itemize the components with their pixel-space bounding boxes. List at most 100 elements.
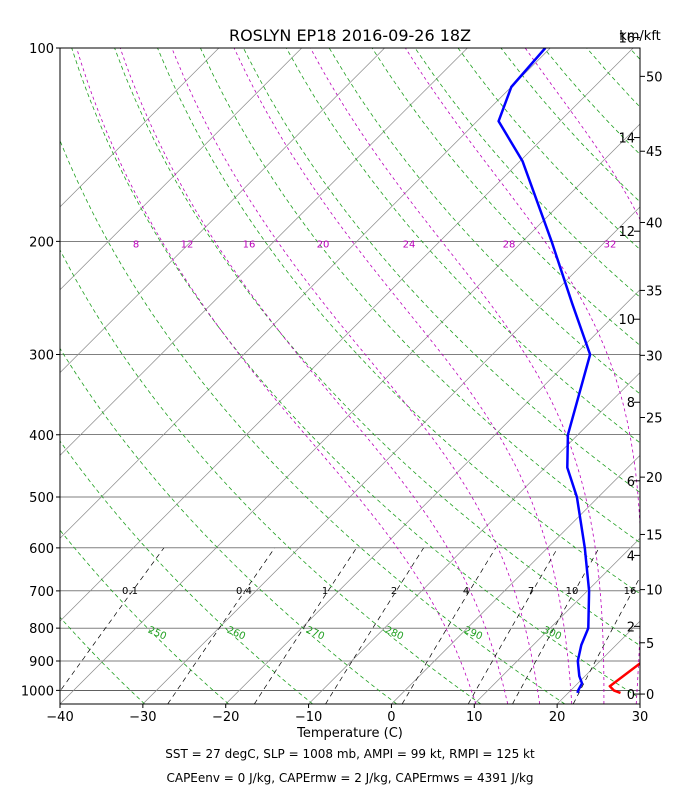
moist-adiabat-label: 8 [133,239,139,250]
temperature-tick-label: 10 [466,710,483,725]
dry-adiabat-line [285,48,640,444]
kft-tick-label: 45 [646,145,663,160]
pressure-tick-label: 700 [29,585,54,600]
temperature-tick-label: 0 [387,710,395,725]
temperature-tick-label: −30 [129,710,156,725]
dry-adiabat-line [60,139,566,704]
isotherm-line [60,48,385,374]
pressure-tick-label: 400 [29,429,54,444]
chart-title: ROSLYN EP18 2016-09-26 18Z [229,26,471,45]
temperature-tick-label: −40 [46,710,73,725]
km-tick-label: 2 [627,620,635,635]
dry-adiabat-label: 250 [146,625,168,643]
isotherm-line [225,289,640,704]
pressure-tick-label: 1000 [21,684,54,699]
background-lines [60,48,640,704]
moist-adiabat-line [310,48,605,704]
km-tick-label: 0 [627,688,635,703]
mixing-ratio-label: 4 [463,586,469,597]
mixing-ratio-label: 16 [624,586,637,597]
dry-adiabat-line [200,48,640,544]
dry-adiabat-line [243,48,640,493]
isotherm-line [60,123,640,704]
dry-adiabat-line [60,248,482,704]
mixing-ratio-label: 10 [566,586,579,597]
mixing-ratio-line [325,547,424,704]
moist-adiabat-label: 20 [317,239,330,250]
moist-adiabat-label: 28 [503,239,516,250]
mixing-ratio-line [572,576,640,704]
moist-adiabat-line [171,48,541,704]
isotherm-line [474,537,640,704]
temperature-tick-label: 30 [632,710,649,725]
dewpoint-profile-line [497,48,592,694]
dry-adiabat-label: 280 [383,625,405,643]
kft-tick-label: 0 [646,688,654,703]
pressure-tick-label: 900 [29,655,54,670]
pressure-tick-label: 100 [29,42,54,57]
km-tick-label: 14 [618,132,635,147]
kft-tick-label: 40 [646,216,663,231]
isotherm-line [308,372,640,704]
kft-tick-label: 50 [646,70,663,85]
mixing-ratio-line [167,547,275,704]
mixing-ratio-label: 1 [322,586,328,597]
plot-border [59,47,641,705]
mixing-ratio-label: 0.1 [122,586,138,597]
dry-adiabat-line [60,529,229,704]
dry-adiabat-label: 290 [462,625,484,643]
moist-adiabat-label: 12 [181,239,194,250]
mixing-ratio-line [60,547,165,692]
isotherm-line [60,48,302,291]
x-axis-label: Temperature (C) [296,726,403,741]
dry-adiabat-line [60,440,313,704]
mixing-ratio-line [254,547,357,704]
pressure-tick-label: 300 [29,348,54,363]
kft-tick-label: 10 [646,584,663,599]
isotherm-line [60,48,634,622]
km-tick-label: 4 [627,549,635,564]
kft-tick-label: 15 [646,528,663,543]
dry-adiabat-line [60,347,397,704]
dry-adiabat-label: 260 [225,625,247,643]
pressure-tick-label: 600 [29,542,54,557]
kft-tick-label: 5 [646,637,654,652]
moist-adiabat-line [233,48,573,704]
isotherm-line [142,206,640,704]
km-tick-label: 10 [618,313,635,328]
isotherm-line [60,48,468,456]
km-tick-label: 8 [627,396,635,411]
footer-line-1: SST = 27 degC, SLP = 1008 mb, AMPI = 99 … [165,747,535,761]
km-tick-label: 12 [618,225,635,240]
dry-adiabat-line [586,48,640,108]
dry-adiabat-line [500,48,640,203]
moist-adiabat-line [119,48,509,704]
moist-adiabat-line [76,48,477,704]
kft-tick-label: 20 [646,471,663,486]
km-tick-label: 16 [618,32,635,47]
axes-frame [59,47,641,705]
mixing-ratio-label: 2 [391,586,397,597]
moist-adiabat-label: 24 [403,239,416,250]
profiles [497,48,640,695]
isotherm-line [60,48,551,539]
km-tick-label: 6 [627,475,635,490]
mixing-ratio-label: 7 [528,586,534,597]
moist-adiabat-line [524,48,640,221]
km-kft-label: km/kft [619,29,661,44]
dry-adiabat-label: 300 [541,625,563,643]
kft-tick-label: 25 [646,412,663,427]
kft-tick-label: 35 [646,284,663,299]
mixing-ratio-line [512,547,600,704]
kft-tick-label: 30 [646,349,663,364]
temperature-tick-label: −20 [212,710,239,725]
pressure-tick-label: 500 [29,491,54,506]
moist-adiabat-label: 16 [243,239,256,250]
moist-adiabat-line [405,48,640,704]
plot-clip-group [60,48,640,704]
isotherm-line [391,454,640,704]
dry-adiabat-line [60,616,145,704]
isotherm-line [60,48,220,208]
